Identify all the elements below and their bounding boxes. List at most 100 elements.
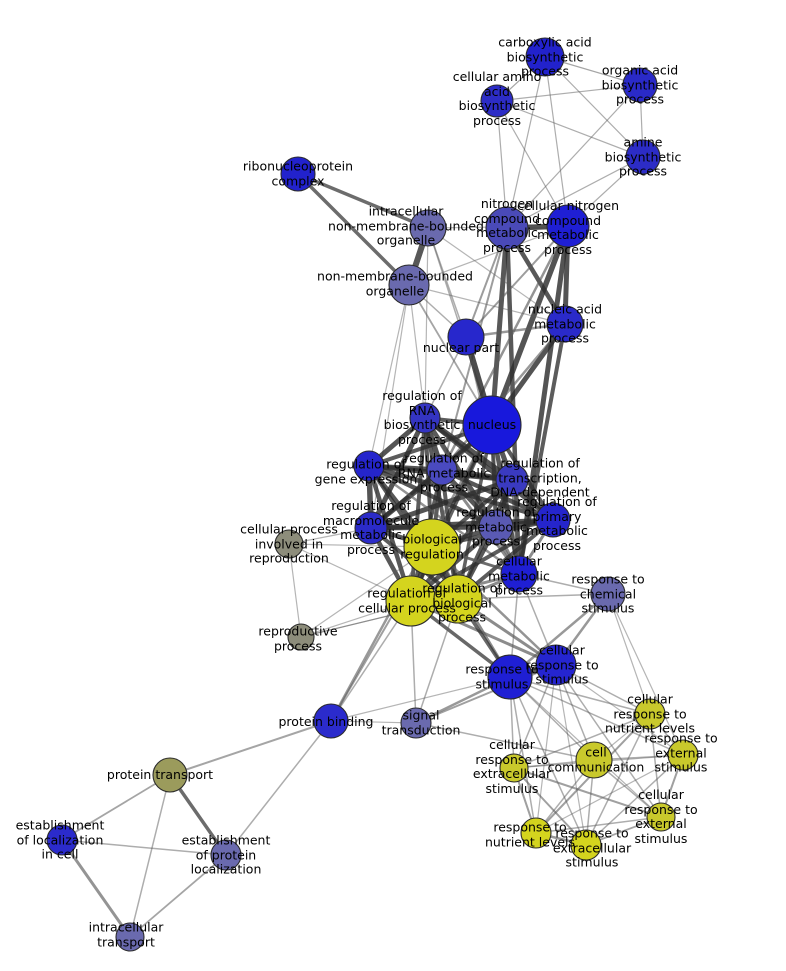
network-node[interactable] — [447, 318, 485, 356]
edge-group — [60, 56, 684, 939]
network-edge — [288, 543, 302, 638]
network-edge — [296, 172, 430, 230]
network-node[interactable] — [495, 463, 529, 497]
network-edge — [409, 599, 558, 667]
network-edge — [415, 722, 595, 761]
network-edge — [408, 284, 566, 325]
network-edge — [424, 227, 429, 419]
network-node[interactable] — [625, 139, 661, 175]
node-group[interactable] — [46, 37, 699, 952]
network-edge — [330, 546, 433, 722]
network-edge — [409, 518, 555, 603]
network-node[interactable] — [400, 707, 432, 739]
network-edge — [439, 467, 556, 523]
network-edge — [509, 676, 537, 834]
network-node[interactable] — [385, 575, 437, 627]
network-edge — [129, 854, 227, 938]
network-node[interactable] — [354, 511, 388, 545]
network-edge — [169, 720, 332, 776]
network-node[interactable] — [546, 204, 590, 248]
network-edge — [513, 767, 587, 846]
network-edge — [225, 720, 332, 856]
network-edge — [329, 423, 494, 723]
network-node[interactable] — [500, 555, 538, 593]
network-node[interactable] — [287, 623, 315, 651]
network-edge — [61, 839, 227, 856]
network-node[interactable] — [535, 644, 577, 686]
network-edge — [496, 100, 569, 227]
network-edge — [509, 676, 651, 715]
network-node[interactable] — [478, 509, 514, 545]
network-node[interactable] — [546, 305, 584, 343]
network-edge — [513, 713, 651, 769]
network-node[interactable] — [46, 824, 78, 856]
network-node[interactable] — [499, 753, 529, 783]
network-node[interactable] — [210, 839, 242, 871]
network-node[interactable] — [570, 829, 602, 861]
network-edge — [513, 767, 662, 818]
network-node[interactable] — [409, 209, 447, 247]
network-edge — [489, 223, 571, 428]
network-edge — [496, 84, 641, 102]
network-edge — [496, 100, 644, 158]
network-edge — [465, 225, 569, 338]
network-node[interactable] — [409, 402, 441, 434]
network-node[interactable] — [646, 802, 676, 832]
network-edge — [517, 322, 567, 576]
network-node[interactable] — [575, 741, 613, 779]
network-edge — [427, 227, 566, 325]
network-edge — [61, 774, 171, 841]
network-edge — [544, 56, 569, 227]
network-node[interactable] — [152, 757, 188, 793]
network-edge — [330, 676, 511, 722]
network-node[interactable] — [525, 37, 565, 77]
network-edge — [366, 463, 556, 523]
network-node[interactable] — [634, 698, 666, 730]
network-node[interactable] — [388, 264, 430, 306]
network-edge — [506, 84, 641, 229]
network-edge — [585, 754, 684, 846]
network-edge — [509, 676, 684, 756]
network-node[interactable] — [487, 654, 533, 700]
network-edge — [535, 816, 662, 834]
network-edge — [516, 223, 571, 577]
network-node[interactable] — [462, 395, 522, 455]
network-node[interactable] — [274, 529, 304, 559]
network-edge — [368, 477, 515, 531]
network-node[interactable] — [480, 84, 514, 118]
network-node[interactable] — [520, 817, 552, 849]
network-edge — [509, 676, 587, 846]
network-edge — [506, 56, 546, 229]
network-edge — [366, 463, 499, 530]
network-node[interactable] — [280, 156, 316, 192]
network-edge — [408, 225, 569, 286]
network-edge — [457, 593, 609, 600]
network-node[interactable] — [535, 502, 571, 538]
network-edge — [506, 156, 644, 229]
network-edge — [408, 284, 426, 419]
network-node[interactable] — [115, 922, 145, 952]
network-edge — [504, 225, 522, 577]
network-edge — [607, 593, 684, 756]
network-edge — [367, 464, 521, 576]
network-node[interactable] — [622, 67, 658, 103]
network-edge — [415, 664, 557, 724]
network-node[interactable] — [485, 206, 529, 250]
network-node[interactable] — [590, 576, 626, 612]
network-node[interactable] — [667, 739, 699, 771]
network-edge — [649, 713, 662, 818]
network-edge — [607, 593, 651, 715]
network-edge — [535, 664, 557, 834]
network-edge — [296, 172, 411, 287]
network-node[interactable] — [403, 518, 461, 576]
network-edge — [129, 774, 171, 938]
network-node[interactable] — [433, 574, 483, 624]
network-edge — [60, 838, 132, 939]
network-edge — [535, 754, 684, 834]
network-node[interactable] — [313, 703, 349, 739]
network-edge — [555, 664, 684, 756]
network-node[interactable] — [353, 450, 385, 482]
network-node[interactable] — [426, 454, 458, 486]
